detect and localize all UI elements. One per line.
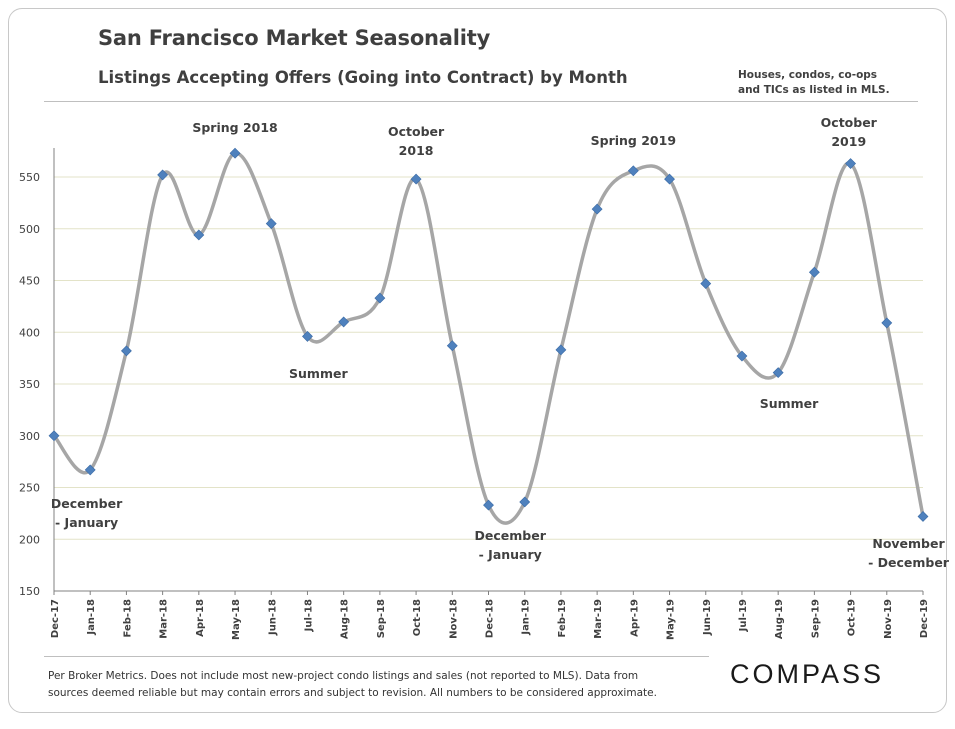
data-point: [446, 340, 458, 352]
annotation-label: October: [388, 124, 445, 139]
y-tick-label: 150: [19, 585, 40, 598]
footer-line-1: Per Broker Metrics. Does not include mos…: [48, 670, 639, 682]
footer-line-2: sources deemed reliable but may contain …: [48, 687, 657, 699]
chart-frame: [8, 8, 947, 713]
data-point: [483, 499, 494, 511]
x-tick-label: Feb-19: [557, 599, 568, 637]
x-tick-label: Jun-18: [267, 599, 278, 636]
x-tick-label: Mar-19: [593, 599, 604, 639]
data-point: [736, 350, 748, 362]
x-tick-label: Sep-19: [810, 599, 821, 638]
chart-subtitle: Listings Accepting Offers (Going into Co…: [98, 68, 628, 87]
series-line: [52, 151, 925, 525]
y-tick-label: 400: [19, 326, 40, 339]
annotation-label: October: [821, 115, 878, 130]
x-tick-label: May-19: [666, 599, 677, 640]
gridlines: [54, 176, 923, 540]
x-tick-label: Aug-18: [340, 599, 351, 639]
x-tick-label: Dec-19: [919, 599, 930, 638]
annotation-label: Spring 2018: [192, 120, 277, 135]
x-tick-label: Jul-18: [303, 599, 314, 632]
annotation-label: - December: [868, 555, 950, 570]
data-point: [700, 278, 712, 290]
data-point: [808, 266, 820, 278]
annotation-label: December: [475, 528, 547, 543]
annotation-label: November: [872, 536, 945, 551]
data-point: [519, 496, 531, 508]
data-point: [772, 367, 784, 379]
y-tick-label: 250: [19, 482, 40, 495]
x-tick-label: Apr-18: [195, 599, 206, 637]
x-tick-label: Nov-19: [883, 599, 894, 639]
x-tick-label: Nov-18: [448, 599, 459, 639]
x-tick-label: Jan-19: [521, 599, 532, 636]
header-divider: [44, 101, 918, 102]
x-tick-label: Oct-18: [412, 599, 423, 636]
data-point: [157, 169, 169, 181]
data-point: [591, 203, 603, 215]
x-tick-label: Apr-19: [629, 599, 640, 637]
y-tick-label: 300: [19, 430, 40, 443]
data-point: [917, 511, 929, 522]
y-axis-ticks: 150 200 250 300 350 400 450 500 550: [19, 171, 40, 598]
annotation-label: - January: [479, 547, 542, 562]
annotations: Spring 2018 October 2018 Summer December - Ja…: [51, 115, 950, 570]
data-point: [302, 330, 313, 342]
annotation-label: Spring 2019: [591, 133, 676, 148]
data-point: [193, 229, 205, 241]
data-note-line-2: and TICs as listed in MLS.: [738, 84, 890, 96]
x-tick-label: Jul-19: [738, 599, 749, 632]
x-tick-label: Aug-19: [774, 599, 785, 639]
annotation-label: - January: [55, 515, 118, 530]
x-tick-label: Sep-18: [376, 599, 387, 638]
data-point: [845, 158, 857, 169]
data-note: Houses, condos, co-ops and TICs as liste…: [738, 68, 918, 98]
x-tick-label: Feb-18: [122, 599, 133, 637]
data-point: [555, 344, 567, 356]
data-markers: [48, 147, 929, 522]
data-point: [374, 292, 386, 304]
annotation-label: 2018: [399, 143, 434, 158]
footer-divider: [44, 656, 709, 657]
annotation-label: Summer: [760, 396, 819, 411]
x-tick-label: Mar-18: [159, 599, 170, 639]
data-point: [881, 317, 893, 329]
data-point: [120, 345, 132, 357]
footer-disclaimer: Per Broker Metrics. Does not include mos…: [48, 668, 710, 702]
x-tick-label: Jan-18: [86, 599, 97, 636]
chart-title: San Francisco Market Seasonality: [98, 26, 491, 50]
y-tick-label: 550: [19, 171, 40, 184]
x-tick-label: Oct-19: [847, 599, 858, 636]
data-point: [84, 464, 96, 476]
x-tick-label: May-18: [231, 599, 242, 640]
y-tick-label: 450: [19, 275, 40, 288]
x-tick-label: Jun-19: [702, 599, 713, 636]
data-point: [229, 147, 241, 159]
y-tick-label: 500: [19, 223, 40, 236]
data-point: [664, 173, 675, 185]
data-point: [627, 165, 639, 177]
annotation-label: Summer: [289, 366, 348, 381]
annotation-label: 2019: [831, 134, 866, 149]
x-tick-label: Dec-18: [485, 599, 496, 638]
y-tick-label: 350: [19, 378, 40, 391]
annotation-label: December: [51, 496, 123, 511]
x-axis-ticks: Dec-17 Jan-18 Feb-18 Mar-18 Apr-18 May-18 Jun-…: [50, 591, 930, 640]
y-tick-label: 200: [19, 533, 40, 546]
compass-logo: COMPASS: [730, 659, 885, 689]
data-point: [410, 173, 422, 185]
data-point: [265, 218, 277, 229]
data-point: [338, 316, 350, 328]
x-tick-label: Dec-17: [50, 599, 61, 638]
series-line-path: [52, 151, 925, 525]
data-note-line-1: Houses, condos, co-ops: [738, 69, 878, 81]
data-point: [48, 430, 60, 442]
